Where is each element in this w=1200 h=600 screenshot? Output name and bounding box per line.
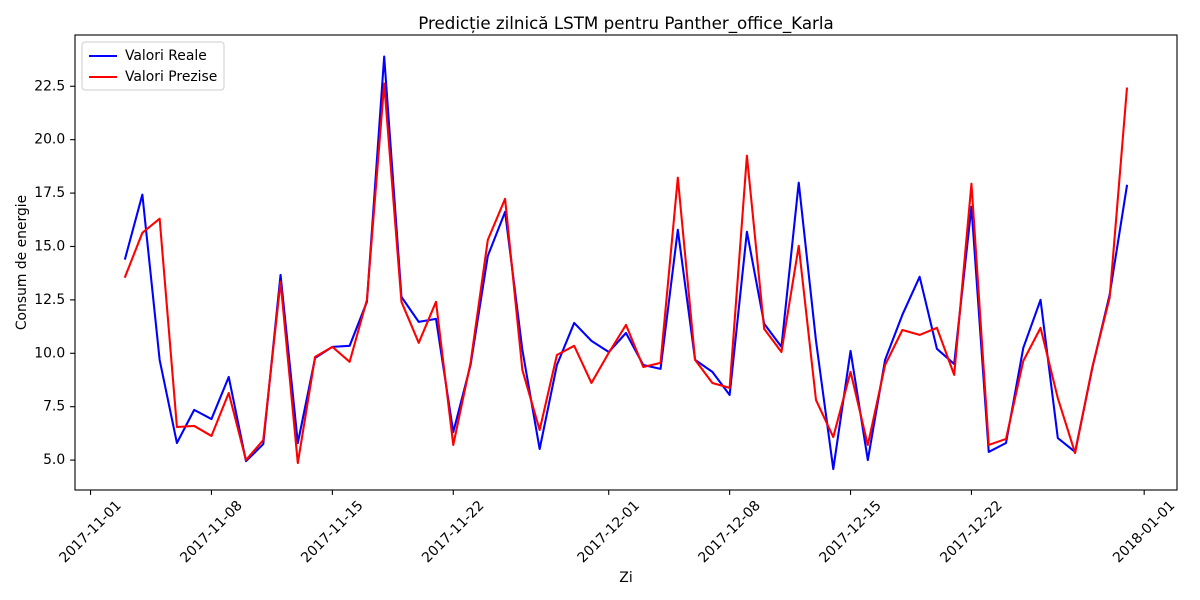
legend: Valori Reale Valori Prezise bbox=[81, 41, 225, 91]
y-tick-label: 12.5 bbox=[34, 292, 65, 308]
axes-frame bbox=[74, 34, 1178, 491]
series-lines bbox=[123, 55, 1129, 471]
legend-label-valori-reale: Valori Reale bbox=[125, 48, 207, 64]
y-tick-label: 17.5 bbox=[34, 185, 65, 201]
y-axis-label: Consum de energie bbox=[14, 195, 30, 330]
y-axis: 5.0 7.5 10.0 12.5 15.0 17.5 20.0 22.5 bbox=[34, 78, 75, 468]
y-tick-label: 10.0 bbox=[34, 345, 65, 361]
x-axis-label: Zi bbox=[619, 570, 632, 586]
legend-label-valori-prezise: Valori Prezise bbox=[125, 69, 217, 85]
legend-box bbox=[81, 41, 225, 91]
y-tick-label: 7.5 bbox=[43, 399, 65, 415]
y-tick-label: 22.5 bbox=[34, 78, 65, 94]
plot-area bbox=[74, 34, 1178, 491]
series-line-valori-prezise bbox=[123, 82, 1129, 465]
y-tick-label: 15.0 bbox=[34, 238, 65, 254]
y-tick-label: 20.0 bbox=[34, 132, 65, 148]
axes-background bbox=[75, 35, 1177, 490]
y-tick-label: 5.0 bbox=[43, 452, 65, 468]
chart-title: Predicție zilnică LSTM pentru Panther_of… bbox=[418, 13, 834, 34]
